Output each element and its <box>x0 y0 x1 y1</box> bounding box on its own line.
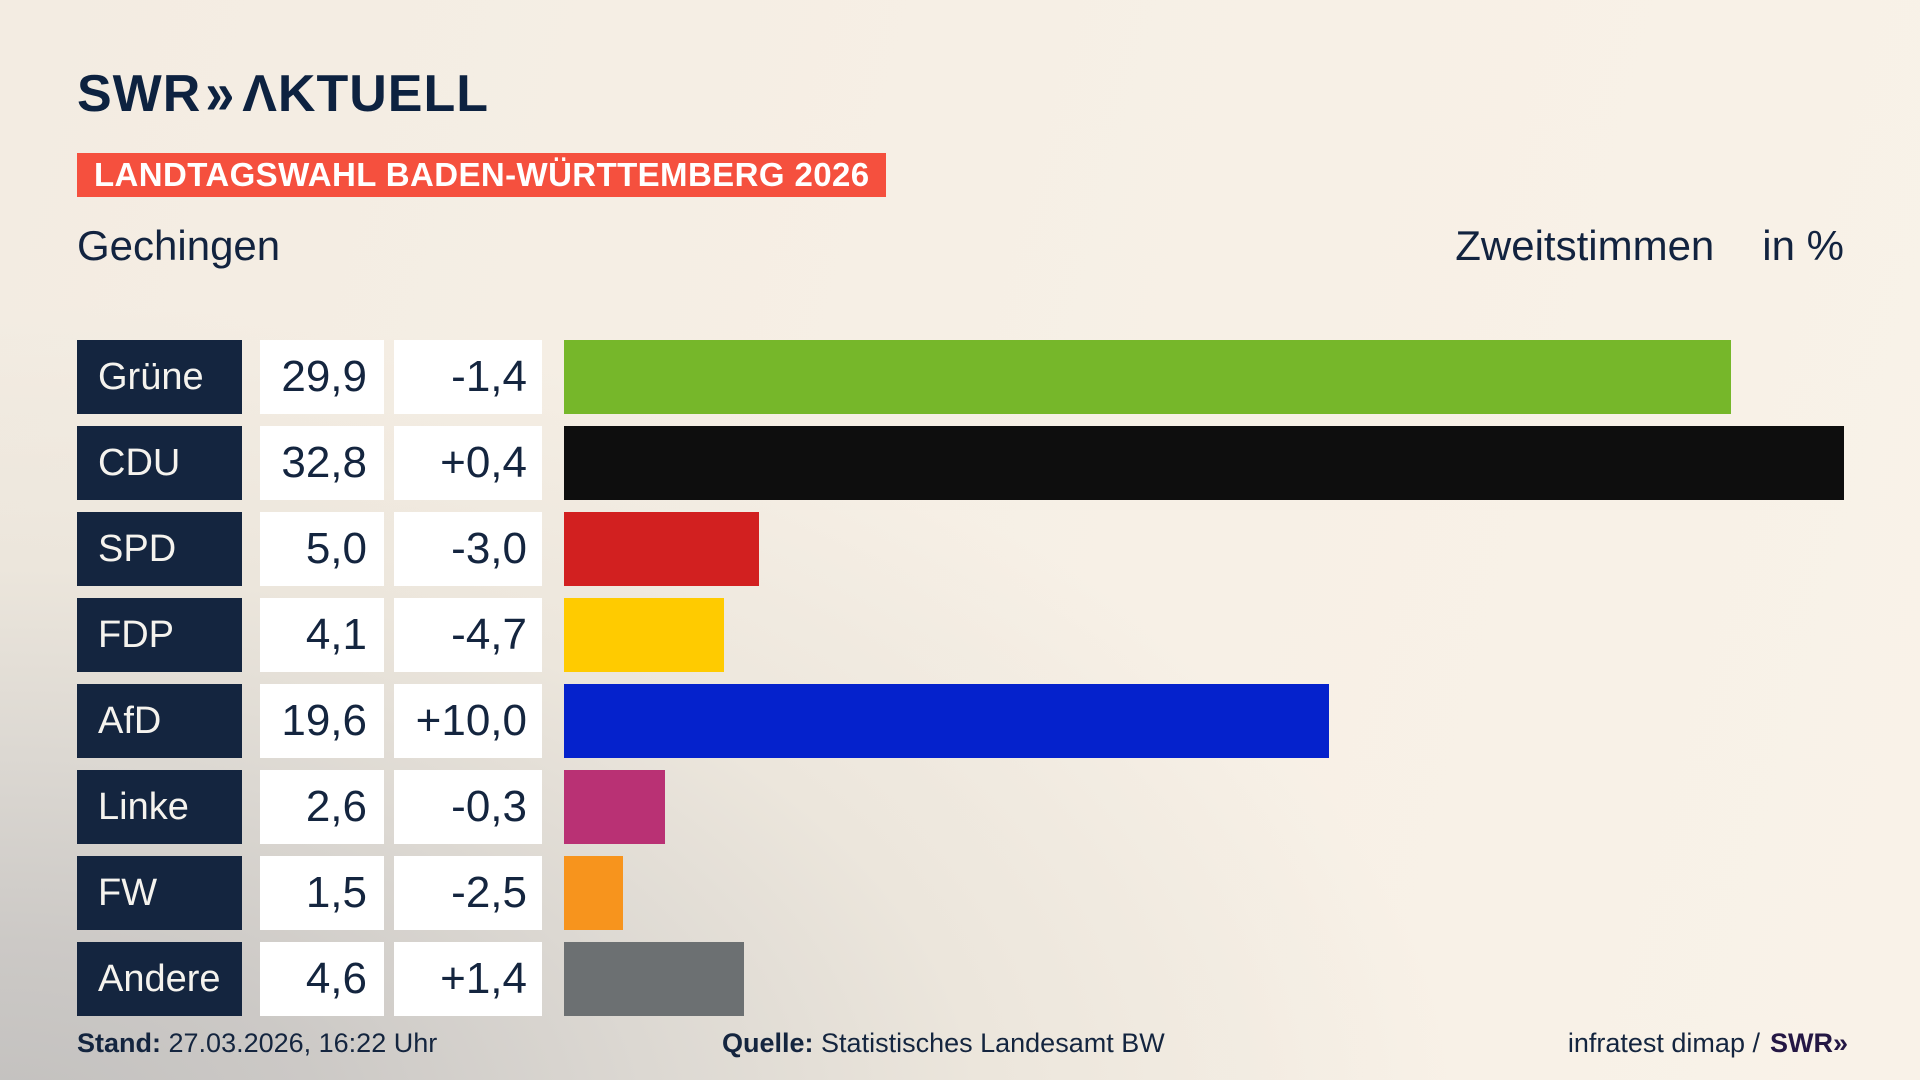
stand-value: 27.03.2026, 16:22 Uhr <box>168 1028 438 1058</box>
value-cell: 1,5 <box>260 856 384 930</box>
table-row: CDU 32,8 +0,4 <box>77 426 1844 500</box>
change-cell: -4,7 <box>394 598 542 672</box>
table-row: SPD 5,0 -3,0 <box>77 512 1844 586</box>
result-bar <box>564 684 1329 758</box>
table-row: AfD 19,6 +10,0 <box>77 684 1844 758</box>
credit-info: infratest dimap / SWR» <box>1567 1028 1848 1059</box>
measure-heading: Zweitstimmen in % <box>1455 222 1844 270</box>
swr-footer-logo: SWR» <box>1769 1028 1848 1058</box>
result-bar <box>564 512 760 586</box>
measure-label: Zweitstimmen <box>1455 222 1715 269</box>
table-row: Grüne 29,9 -1,4 <box>77 340 1844 414</box>
bar-track <box>564 684 1844 758</box>
party-label: FW <box>77 856 242 930</box>
source-value: Statistisches Landesamt BW <box>821 1028 1165 1058</box>
double-chevron-icon: » <box>1832 1028 1848 1058</box>
unit-label: in % <box>1762 222 1844 269</box>
change-cell: -1,4 <box>394 340 542 414</box>
value-cell: 2,6 <box>260 770 384 844</box>
aktuell-wordmark: ΛKTUELL <box>242 65 490 123</box>
result-bar <box>564 598 724 672</box>
change-cell: +1,4 <box>394 942 542 1016</box>
table-row: FDP 4,1 -4,7 <box>77 598 1844 672</box>
stand-label: Stand: <box>77 1028 161 1058</box>
value-cell: 4,6 <box>260 942 384 1016</box>
swr-wordmark: SWR <box>77 65 202 123</box>
title-bar: Gechingen Zweitstimmen in % <box>77 222 1844 272</box>
source-label: Quelle: <box>722 1028 814 1058</box>
table-row: FW 1,5 -2,5 <box>77 856 1844 930</box>
source-info: Quelle: Statistisches Landesamt BW <box>722 1028 1165 1059</box>
result-bar <box>564 340 1731 414</box>
result-bar <box>564 426 1844 500</box>
result-bar <box>564 770 666 844</box>
party-label: Grüne <box>77 340 242 414</box>
change-cell: +0,4 <box>394 426 542 500</box>
value-cell: 5,0 <box>260 512 384 586</box>
bar-track <box>564 426 1844 500</box>
result-bar <box>564 856 623 930</box>
bar-track <box>564 340 1844 414</box>
value-cell: 19,6 <box>260 684 384 758</box>
bar-track <box>564 942 1844 1016</box>
bar-track <box>564 512 1844 586</box>
party-label: FDP <box>77 598 242 672</box>
party-label: Linke <box>77 770 242 844</box>
party-label: SPD <box>77 512 242 586</box>
bar-track <box>564 856 1844 930</box>
election-banner: LANDTAGSWAHL BADEN-WÜRTTEMBERG 2026 <box>77 153 887 197</box>
value-cell: 29,9 <box>260 340 384 414</box>
change-cell: -0,3 <box>394 770 542 844</box>
double-chevron-icon: » <box>205 60 234 128</box>
swr-aktuell-logo: SWR » ΛKTUELL <box>77 64 490 124</box>
change-cell: -2,5 <box>394 856 542 930</box>
credit-text: infratest dimap / <box>1567 1028 1760 1058</box>
bar-track <box>564 598 1844 672</box>
party-label: Andere <box>77 942 242 1016</box>
table-row: Andere 4,6 +1,4 <box>77 942 1844 1016</box>
value-cell: 4,1 <box>260 598 384 672</box>
party-label: CDU <box>77 426 242 500</box>
change-cell: +10,0 <box>394 684 542 758</box>
footer: Stand: 27.03.2026, 16:22 Uhr Quelle: Sta… <box>0 1028 1920 1068</box>
bar-track <box>564 770 1844 844</box>
page-title: Gechingen <box>77 222 281 269</box>
party-label: AfD <box>77 684 242 758</box>
stand-info: Stand: 27.03.2026, 16:22 Uhr <box>77 1028 437 1059</box>
swr-footer-wordmark: SWR <box>1769 1028 1833 1058</box>
result-bar <box>564 942 744 1016</box>
results-table: Grüne 29,9 -1,4 CDU 32,8 +0,4 SPD 5,0 -3… <box>77 340 1844 1028</box>
table-row: Linke 2,6 -0,3 <box>77 770 1844 844</box>
change-cell: -3,0 <box>394 512 542 586</box>
value-cell: 32,8 <box>260 426 384 500</box>
